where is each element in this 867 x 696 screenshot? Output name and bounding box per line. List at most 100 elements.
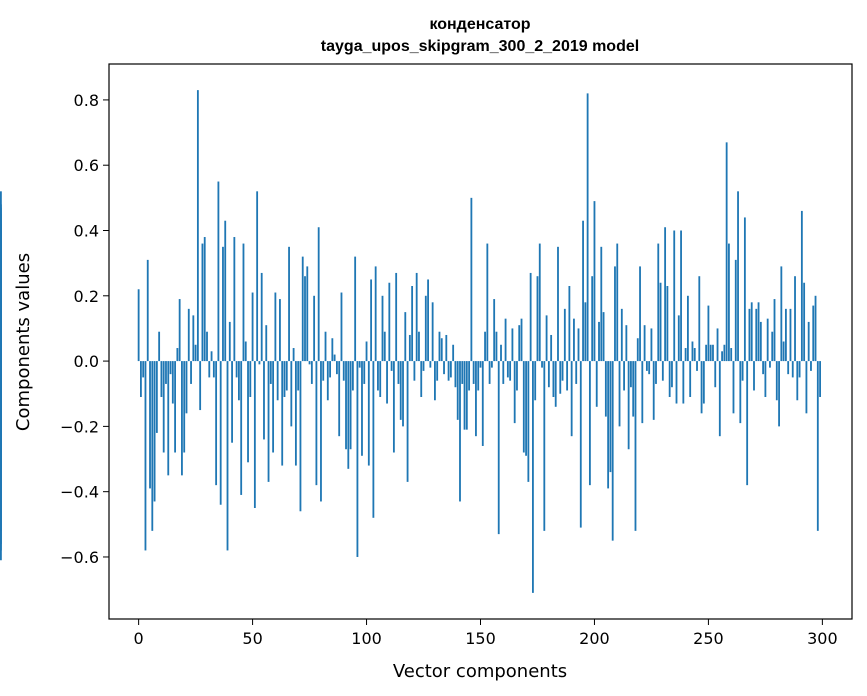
bar	[427, 279, 429, 362]
bar	[513, 361, 516, 424]
bar	[313, 295, 316, 362]
bar	[737, 191, 739, 362]
bar	[231, 361, 233, 443]
bar	[370, 279, 373, 362]
bar	[819, 361, 821, 397]
bar	[773, 299, 776, 362]
bar	[456, 361, 459, 420]
bar	[712, 344, 714, 362]
bar	[787, 361, 790, 375]
bar	[160, 361, 163, 397]
bar	[267, 361, 270, 482]
bar	[586, 93, 589, 362]
bar	[399, 361, 402, 420]
bar	[750, 302, 753, 362]
bar	[459, 361, 461, 502]
bar	[171, 361, 174, 404]
bar	[757, 302, 760, 362]
x-tick-label: 50	[242, 629, 262, 648]
x-tick-label: 0	[134, 629, 144, 648]
bar	[538, 243, 541, 362]
bar	[639, 266, 641, 362]
bar	[326, 361, 329, 401]
bar	[290, 361, 293, 427]
bar	[794, 276, 796, 362]
bar	[418, 331, 420, 362]
bar	[707, 305, 710, 362]
bar	[361, 361, 363, 456]
bar	[395, 272, 398, 362]
bar	[454, 361, 457, 388]
bar	[463, 361, 466, 430]
bar	[614, 266, 616, 362]
bar	[705, 344, 708, 362]
bar	[657, 243, 660, 362]
bar	[484, 331, 486, 362]
bar	[486, 243, 489, 362]
bar	[436, 361, 439, 381]
bar	[645, 361, 648, 371]
bar	[0, 361, 2, 531]
bar	[495, 331, 498, 362]
bar	[798, 361, 801, 378]
bar	[764, 361, 767, 397]
bar	[406, 361, 409, 482]
bar	[661, 361, 664, 381]
bar	[272, 361, 275, 453]
bar	[784, 308, 787, 362]
bar	[294, 361, 297, 466]
bar	[682, 361, 685, 404]
bar	[276, 361, 279, 401]
bar	[158, 331, 161, 362]
bar	[648, 361, 651, 375]
bar	[520, 318, 523, 362]
bar	[338, 361, 341, 437]
bar	[452, 344, 455, 362]
bar	[755, 308, 758, 362]
bar	[741, 361, 744, 381]
bar	[304, 276, 306, 362]
bar	[445, 334, 448, 362]
bar	[447, 361, 450, 381]
bar	[301, 256, 304, 362]
bar	[718, 361, 721, 437]
bar	[620, 308, 623, 362]
chart-title: конденсатор	[429, 16, 530, 33]
bar	[449, 361, 452, 378]
bar	[602, 312, 605, 362]
bar	[351, 361, 354, 391]
bar	[561, 361, 564, 381]
bar	[379, 361, 382, 397]
y-tick-label: 0.4	[74, 222, 99, 241]
bar	[226, 361, 229, 551]
bar	[677, 315, 680, 362]
bar	[233, 237, 236, 362]
bar	[468, 361, 471, 391]
bar	[504, 318, 507, 362]
bar	[554, 361, 557, 407]
bar	[434, 361, 436, 401]
bar	[440, 338, 443, 362]
bar	[668, 361, 671, 397]
bar	[541, 361, 543, 368]
bar	[655, 361, 657, 384]
bar	[766, 318, 769, 362]
bar	[222, 246, 224, 362]
bar	[196, 90, 199, 362]
bar	[636, 338, 639, 362]
bar	[810, 361, 812, 371]
x-tick-label: 200	[579, 629, 610, 648]
bar	[253, 361, 256, 508]
y-tick-label: 0.2	[74, 287, 99, 306]
bar	[566, 361, 569, 391]
bar	[593, 201, 596, 362]
plot-frame	[108, 63, 853, 620]
bar	[582, 220, 584, 362]
bar	[210, 351, 213, 362]
bar	[771, 331, 774, 362]
bar	[666, 286, 669, 362]
bar	[527, 361, 530, 482]
bar	[470, 197, 473, 362]
bar	[165, 361, 167, 384]
bar	[349, 361, 352, 450]
